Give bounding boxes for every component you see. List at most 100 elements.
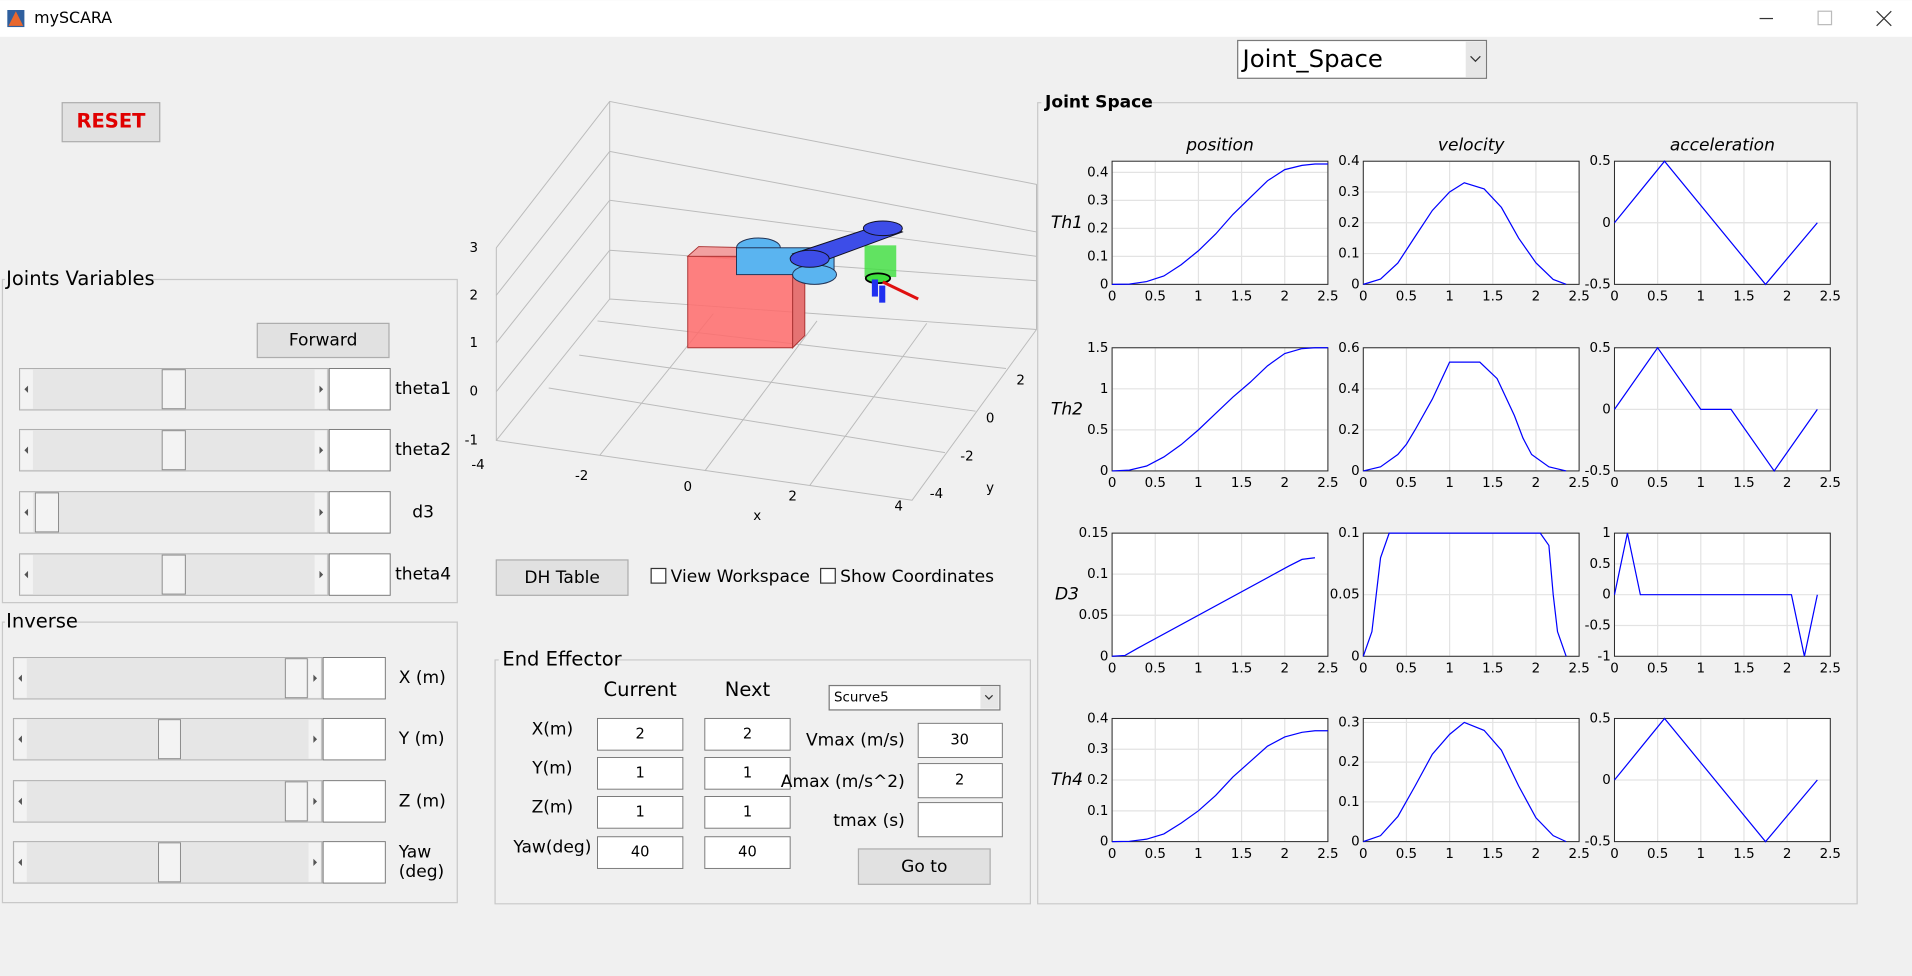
slider-thumb [158,842,181,883]
chart: 0 0.5 1 1.5 2 2.5 0 0.1 0.2 0.3 0.4 [1338,154,1589,304]
joint-input[interactable] [328,368,391,411]
robot-frame-z [871,279,878,297]
x-tick-label: 1 [1445,290,1454,305]
inverse-input[interactable] [322,717,386,761]
x-tick-label: 0 [1359,290,1368,305]
x-tick-label: 2.5 [1820,847,1841,862]
chart: 0 0.5 1 1.5 2 2.5 0 0.05 0.1 [1330,526,1590,676]
curve [1613,346,1818,472]
y-tick-label: 0 [1100,464,1109,479]
curve [1363,182,1567,285]
dropdown-value: Joint_Space [1241,44,1383,73]
param-input[interactable] [917,802,1003,838]
x-tick-label: 1.5 [1231,661,1252,676]
button-label: Forward [289,330,358,350]
show-coordinates-checkbox[interactable]: Show Coordinates [820,567,995,587]
view-workspace-checkbox[interactable]: View Workspace [650,567,810,587]
curve [1613,160,1818,286]
value-input[interactable] [597,836,684,869]
param-input[interactable] [917,722,1003,758]
inverse-input[interactable] [322,841,386,884]
x-tick-label: 1.5 [1231,847,1252,862]
x-tick-label: 2.5 [1317,661,1338,676]
inverse-input[interactable] [322,780,386,823]
button-face [495,559,629,596]
maximize-button[interactable] [1817,10,1833,26]
close-button[interactable] [1876,10,1892,27]
view-dropdown[interactable]: Joint_Space [1237,39,1488,79]
param-input[interactable] [917,763,1003,799]
x-tick-label: 1.5 [1482,847,1503,862]
value-input[interactable] [704,756,791,790]
x-tick-label: 2 [1532,847,1541,862]
x-tick-label: 0 [1610,476,1619,491]
robot-link1-end [792,264,837,285]
chart: 0 0.5 1 1.5 2 2.5 0 0.1 0.2 0.3 0.4 [1087,160,1339,305]
slider[interactable] [12,717,323,761]
x-tick-label: -4 [471,458,484,473]
column-title: position [1185,135,1254,155]
joint-input[interactable] [328,491,391,534]
value-input[interactable] [704,796,791,829]
slider[interactable] [12,780,323,823]
x-tick-label: 0.5 [1145,847,1166,862]
y-tick-label: -4 [930,487,943,502]
y-tick-label: 0 [986,411,995,426]
joint-label: theta2 [395,440,451,460]
go-to-button[interactable]: Go to [857,848,991,885]
dropdown-arrow [1470,55,1481,63]
value-input[interactable] [597,796,684,829]
slider[interactable] [19,428,329,472]
slider[interactable] [19,491,329,534]
profile-dropdown[interactable]: Scurve5 [828,684,1001,711]
x-tick-label: 1 [1445,847,1454,862]
y-tick-label: -1 [1597,649,1610,664]
x-tick-label: 0.5 [1145,661,1166,676]
reset-button[interactable]: RESET [61,102,161,143]
curve [1112,557,1316,657]
x-tick-label: 2 [788,490,797,505]
button-face [256,322,390,359]
value-input[interactable] [704,717,791,751]
x-tick-label: 1.5 [1733,476,1754,491]
slider[interactable] [12,841,323,884]
plot-area [1363,347,1580,471]
joint-input[interactable] [328,553,391,596]
x-tick-label: 1 [1445,661,1454,676]
x-tick-label: 2.5 [1568,661,1589,676]
curve [1613,532,1818,657]
slider[interactable] [12,657,323,700]
chart: 0 0.5 1 1.5 2 2.5 -1 -0.5 0 0.5 1 [1585,526,1841,676]
x-tick-label: 1.5 [1482,661,1503,676]
value-text: 1 [743,764,752,781]
inverse-input[interactable] [322,657,386,700]
curve [1363,361,1567,472]
x-tick-label: 0 [1108,290,1117,305]
value-input[interactable] [597,717,684,751]
x-tick-label: 1 [1194,290,1203,305]
joint-sliders: theta1 theta2 d3 theta4 [19,368,451,596]
axes-box [495,100,1037,501]
title-bar [0,0,1912,37]
joint-input[interactable] [328,428,391,472]
value-input[interactable] [597,756,684,790]
panel-title: Inverse [6,610,78,633]
y-tick-label: 0.2 [1338,755,1359,770]
dh-table-button[interactable]: DH Table [495,559,629,596]
x-tick-label: 0.5 [1647,661,1668,676]
forward-button[interactable]: Forward [256,322,390,359]
slider-track [12,780,323,823]
slider[interactable] [19,553,329,596]
row-title: D3 [1055,585,1079,605]
plot-area [1112,533,1328,657]
z-tick-label: 2 [469,288,478,303]
x-tick-label: 0.5 [1647,847,1668,862]
button-face [857,848,991,885]
app-icon-shape [8,11,24,26]
slider[interactable] [19,368,329,411]
y-tick-label: 0.2 [1338,423,1359,438]
y-tick-label: 0 [1351,835,1360,850]
value-input[interactable] [704,836,791,869]
